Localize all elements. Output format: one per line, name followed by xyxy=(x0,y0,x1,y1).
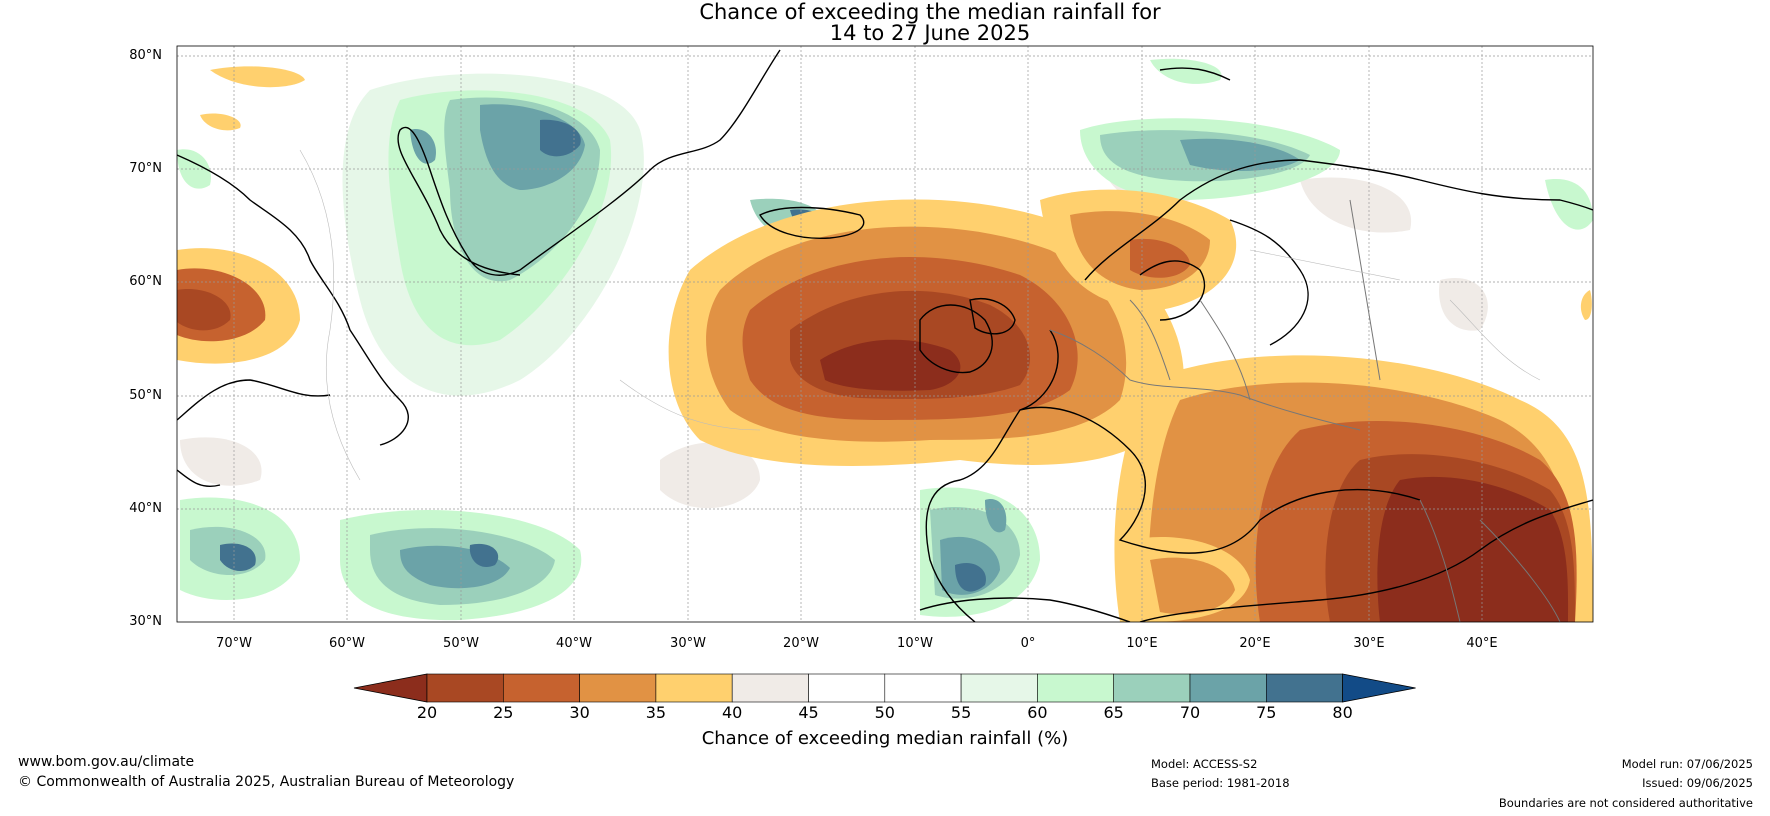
colorbar-tick-label: 40 xyxy=(722,703,743,722)
lat-label-60n: 60°N xyxy=(129,274,162,289)
lon-label-20e: 20°E xyxy=(1239,636,1271,651)
website-link[interactable]: www.bom.gov.au/climate xyxy=(18,754,195,770)
colorbar-tick-label: 25 xyxy=(493,703,514,722)
lat-label-50n: 50°N xyxy=(129,388,162,403)
colorbar-tick-label: 55 xyxy=(950,703,972,722)
lon-label-50w: 50°W xyxy=(443,636,479,651)
colorbar-extend-high xyxy=(1342,673,1416,703)
lon-label-0: 0° xyxy=(1020,636,1036,651)
colorbar-label: Chance of exceeding median rainfall (%) xyxy=(701,728,1069,749)
model-text: Model: ACCESS-S2 xyxy=(1151,757,1258,771)
colorbar-segment xyxy=(808,673,886,703)
colorbar-segment xyxy=(579,673,657,703)
colorbar-segment xyxy=(655,673,733,703)
lon-label-30e: 30°E xyxy=(1353,636,1385,651)
colorbar-segment xyxy=(731,673,809,703)
colorbar-tick-label: 60 xyxy=(1027,703,1048,722)
colorbar-tick-label: 35 xyxy=(645,703,667,722)
dry-regions xyxy=(177,66,1593,622)
gridlines xyxy=(177,46,1593,622)
lon-label-60w: 60°W xyxy=(329,636,365,651)
colorbar-segment xyxy=(1266,673,1343,703)
coastlines xyxy=(177,49,1593,622)
colorbar-segment xyxy=(960,673,1038,703)
lon-label-10e: 10°E xyxy=(1126,636,1158,651)
map-panel xyxy=(177,46,1593,622)
colorbar-segment xyxy=(884,673,962,703)
colorbar-tick-label: 75 xyxy=(1256,703,1277,722)
lat-label-40n: 40°N xyxy=(129,501,162,516)
lon-label-40e: 40°E xyxy=(1466,636,1498,651)
lat-label-30n: 30°N xyxy=(129,614,162,629)
lat-label-70n: 70°N xyxy=(129,161,162,176)
colorbar-tick-label: 65 xyxy=(1103,703,1124,722)
lon-label-20w: 20°W xyxy=(783,636,819,651)
disclaimer-text: Boundaries are not considered authoritat… xyxy=(1498,796,1753,810)
wet-regions xyxy=(177,58,1593,621)
lon-label-70w: 70°W xyxy=(216,636,252,651)
lon-label-40w: 40°W xyxy=(556,636,592,651)
copyright-text: © Commonwealth of Australia 2025, Austra… xyxy=(18,774,515,790)
colorbar-segment xyxy=(502,673,580,703)
lon-label-10w: 10°W xyxy=(897,636,933,651)
lon-label-30w: 30°W xyxy=(670,636,706,651)
colorbar-tick-label: 20 xyxy=(416,703,438,722)
colorbar-segment xyxy=(1113,673,1191,703)
lat-label-80n: 80°N xyxy=(129,48,162,63)
colorbar-extend-low xyxy=(353,673,428,703)
colorbar-tick-label: 50 xyxy=(874,703,895,722)
colorbar-segment xyxy=(426,673,504,703)
map-title-line2: 14 to 27 June 2025 xyxy=(829,21,1031,45)
colorbar-tick-label: 80 xyxy=(1332,703,1353,722)
colorbar xyxy=(353,673,1416,703)
map-title-line1: Chance of exceeding the median rainfall … xyxy=(699,0,1161,24)
contour-lines xyxy=(299,149,1541,481)
colorbar-segment xyxy=(1189,673,1267,703)
country-borders xyxy=(1049,199,1561,622)
issued-text: Issued: 09/06/2025 xyxy=(1642,776,1753,790)
colorbar-tick-label: 30 xyxy=(569,703,590,722)
base-period-text: Base period: 1981-2018 xyxy=(1151,776,1290,790)
model-run-text: Model run: 07/06/2025 xyxy=(1621,757,1753,771)
colorbar-tick-label: 70 xyxy=(1179,703,1201,722)
colorbar-segment xyxy=(1037,673,1115,703)
colorbar-tick-label: 45 xyxy=(798,703,819,722)
